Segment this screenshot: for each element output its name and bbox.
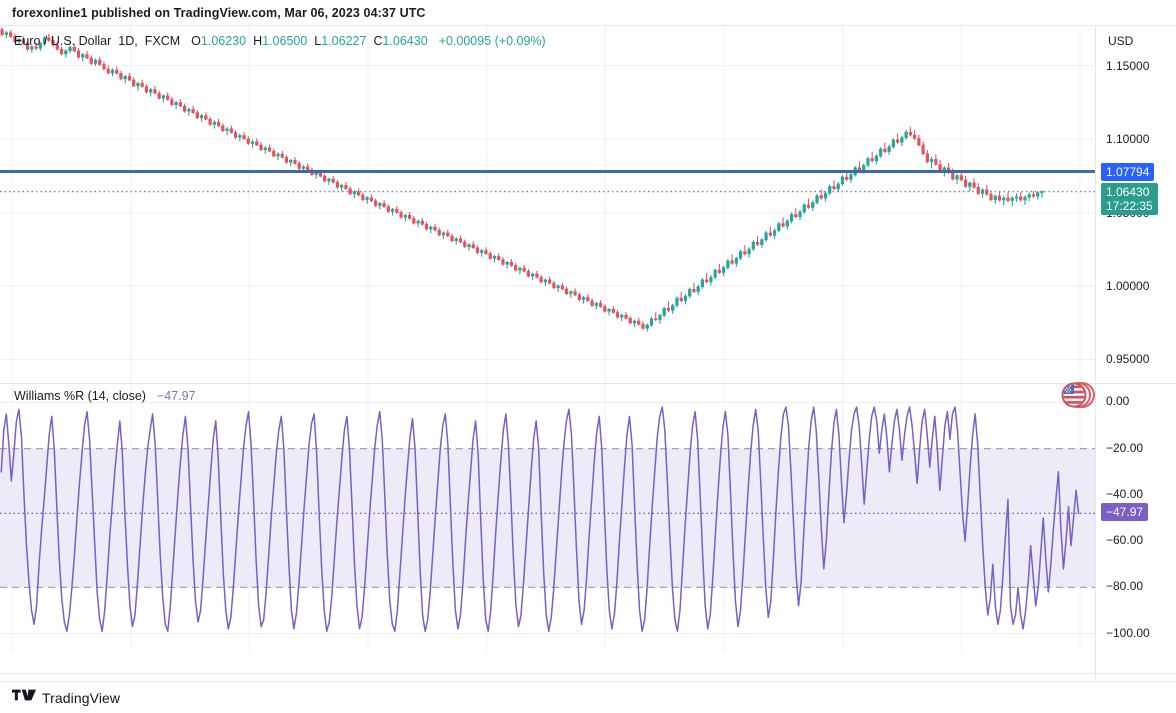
price-chart-svg[interactable] [0, 26, 1095, 383]
williams-tick-3: −60.00 [1106, 533, 1144, 548]
williams-tick-4: −80.00 [1106, 579, 1144, 594]
footer-bar: TradingView [0, 681, 1176, 713]
williams-tick-2: −40.00 [1106, 486, 1144, 501]
williams-tick-1: −20.00 [1106, 440, 1144, 455]
us-flag-icon [1060, 378, 1096, 412]
last-price-badge-time: 17:22:35 [1106, 198, 1153, 213]
price-tick-3: 1.00000 [1106, 279, 1150, 294]
chart-stage: Euro / U.S. Dollar 1D, FXCM O1.06230 H1.0650… [0, 26, 1176, 696]
last-price-badge[interactable]: 1.06430 17:22:35 [1101, 182, 1158, 215]
price-pane[interactable]: Euro / U.S. Dollar 1D, FXCM O1.06230 H1.0650… [0, 26, 1176, 383]
horizontal-line-price-badge[interactable]: 1.07794 [1101, 162, 1155, 181]
last-price-badge-value: 1.06430 [1106, 184, 1150, 199]
tradingview-logo: TradingView [0, 688, 120, 707]
publish-banner-text: forexonline1 published on TradingView.co… [12, 5, 426, 20]
tradingview-logo-icon [12, 688, 36, 707]
price-tick-1: 1.10000 [1106, 132, 1150, 147]
price-scale[interactable]: USD 1.150001.100001.050001.000000.950000… [1095, 26, 1176, 681]
tradingview-brand-text: TradingView [42, 689, 121, 706]
horizontal-line-price-badge-value: 1.07794 [1106, 164, 1150, 179]
price-tick-4: 0.95000 [1106, 352, 1150, 367]
price-tick-0: 1.15000 [1106, 58, 1150, 73]
williams-tick-0: 0.00 [1106, 394, 1130, 409]
williams-r-svg[interactable] [0, 384, 1095, 652]
publish-banner: forexonline1 published on TradingView.co… [0, 0, 1176, 26]
williams-tick-5: −100.00 [1106, 625, 1150, 640]
williams-r-pane[interactable]: Williams %R (14, close) −47.97 [0, 383, 1176, 653]
price-scale-unit: USD [1108, 34, 1134, 48]
williams-value-badge-value: −47.97 [1106, 505, 1144, 520]
williams-value-badge[interactable]: −47.97 [1101, 503, 1149, 522]
